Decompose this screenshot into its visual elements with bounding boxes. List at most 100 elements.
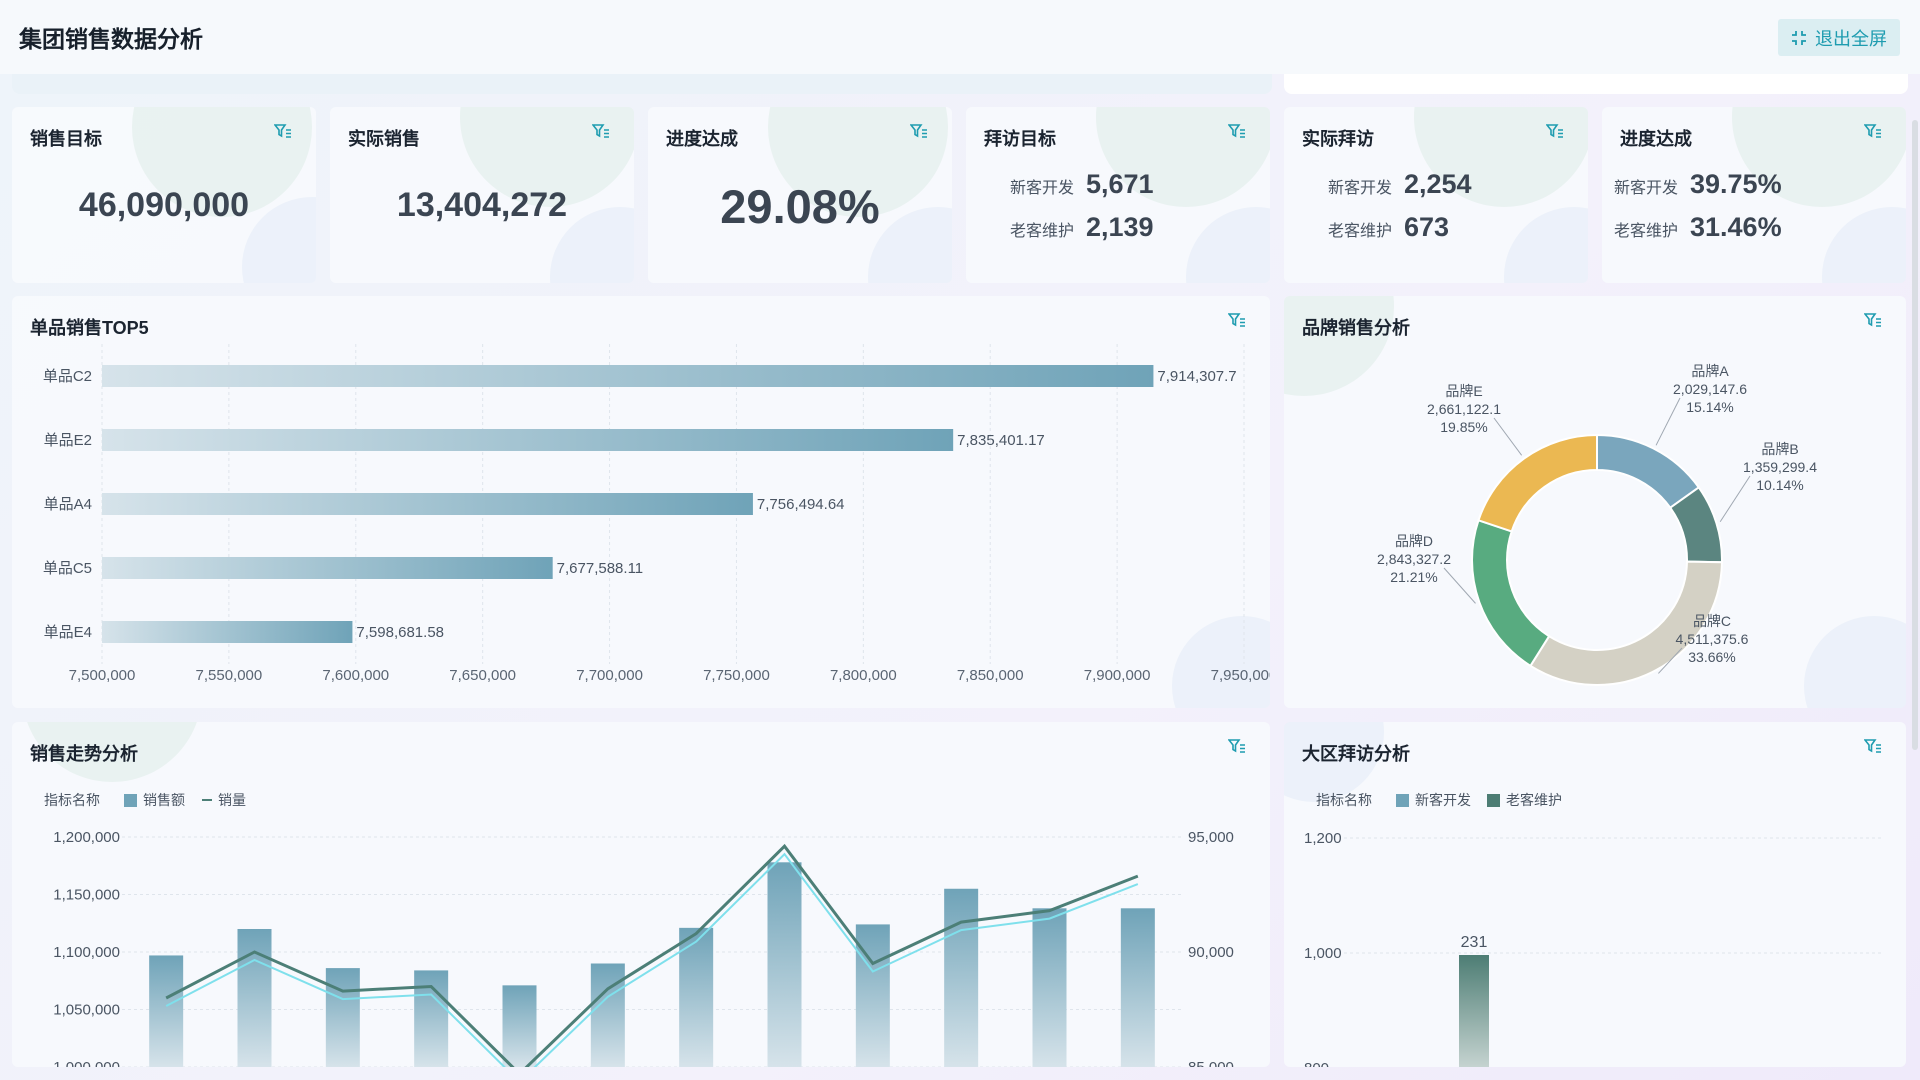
legend-prefix: 指标名称: [44, 792, 100, 808]
panel-title: 大区拜访分析: [1302, 744, 1410, 764]
x-tick-label: 7,850,000: [957, 667, 1024, 684]
x-tick-label: 7,750,000: [703, 667, 770, 684]
kpi-title: 实际销售: [348, 129, 420, 149]
kpi-card-actual-sales: 实际销售 13,404,272: [330, 107, 634, 283]
x-tick-label: 7,700,000: [576, 667, 643, 684]
slice-pct-label: 33.66%: [1688, 649, 1735, 665]
bar: [767, 862, 802, 1067]
legend-label: 老客维护: [1506, 792, 1562, 808]
line-series: [165, 843, 1139, 1067]
line-series-highlight: [165, 852, 1139, 1067]
top-strip-right: [1284, 74, 1908, 94]
bar: [679, 927, 714, 1067]
bar: [149, 955, 184, 1067]
exit-fullscreen-button[interactable]: 退出全屏: [1778, 19, 1900, 56]
kpi-row-value: 39.75%: [1690, 169, 1782, 199]
kpi-row-new: 新客开发 5,671: [994, 169, 1154, 200]
filter-icon[interactable]: [1228, 312, 1246, 330]
leader-line: [1655, 397, 1681, 446]
kpi-row-value: 2,139: [1086, 212, 1154, 242]
bar: [325, 968, 360, 1067]
legend-prefix: 指标名称: [1316, 792, 1372, 808]
filter-icon[interactable]: [1546, 123, 1564, 141]
x-tick-label: 7,900,000: [1084, 667, 1151, 684]
filter-icon[interactable]: [1228, 738, 1246, 756]
filter-icon[interactable]: [274, 123, 292, 141]
filter-icon[interactable]: [1864, 312, 1882, 330]
y-tick-label: 1,200: [1304, 830, 1342, 847]
category-label: 单品E4: [44, 624, 92, 641]
y-right-tick-label: 90,000: [1188, 944, 1234, 961]
filter-icon[interactable]: [592, 123, 610, 141]
slice-name-label: 品牌A: [1691, 363, 1729, 379]
brand-panel: 品牌销售分析 品牌A 2,029,147.6 15.14% 品牌B 1,359,299.…: [1284, 296, 1906, 708]
kpi-row-old: 老客维护 31.46%: [1602, 212, 1782, 243]
slice-name-label: 品牌E: [1445, 383, 1482, 399]
slice-name-label: 品牌B: [1761, 441, 1798, 457]
kpi-row-label: 老客维护: [1613, 223, 1678, 240]
leader-line: [1658, 647, 1683, 674]
filter-icon[interactable]: [1864, 123, 1882, 141]
category-label: 单品C2: [43, 368, 92, 385]
slice-pct-label: 10.14%: [1756, 477, 1803, 493]
category-label: 单品A4: [44, 496, 92, 513]
kpi-card-actual-visits: 实际拜访 新客开发 2,254 老客维护 673: [1284, 107, 1588, 283]
filter-icon[interactable]: [1864, 738, 1882, 756]
x-tick-label: 7,650,000: [449, 667, 516, 684]
data-label: 231: [1461, 934, 1488, 951]
slice-value-label: 2,661,122.1: [1427, 401, 1501, 417]
kpi-card-visit-target: 拜访目标 新客开发 5,671 老客维护 2,139: [966, 107, 1270, 283]
top5-panel: 单品销售TOP5 7,500,000 7,550,000 7,600,000 7,65…: [12, 296, 1270, 708]
data-label: 7,914,307.7: [1157, 368, 1236, 385]
slice-value-label: 4,511,375.6: [1676, 631, 1749, 647]
bar: [1120, 908, 1155, 1067]
kpi-row-value: 5,671: [1086, 169, 1154, 199]
kpi-title: 销售目标: [30, 129, 102, 149]
bar: [102, 557, 553, 579]
kpi-title: 拜访目标: [984, 129, 1056, 149]
y-left-tick-label: 1,150,000: [53, 887, 120, 904]
kpi-row-label: 新客开发: [1613, 180, 1678, 197]
kpi-card-sales-target: 销售目标 46,090,000: [12, 107, 316, 283]
brand-donut-chart: 品牌A 2,029,147.6 15.14% 品牌B 1,359,299.4 10.14%…: [1377, 363, 1817, 686]
legend-swatch: [1396, 794, 1409, 807]
data-label: 7,598,681.58: [356, 624, 444, 641]
panel-title: 单品销售TOP5: [30, 318, 149, 338]
data-label: 7,756,494.64: [757, 496, 845, 513]
y-left-tick-label: 1,050,000: [53, 1002, 120, 1019]
vertical-scrollbar[interactable]: [1912, 120, 1918, 750]
bar: [590, 963, 625, 1067]
region-panel: 大区拜访分析 指标名称 新客开发 老客维护 1,200 1,000 800 231: [1284, 722, 1906, 1067]
kpi-row-new: 新客开发 39.75%: [1602, 169, 1782, 200]
kpi-row-value: 2,254: [1404, 169, 1472, 199]
slice-pct-label: 15.14%: [1686, 399, 1733, 415]
x-tick-label: 7,550,000: [196, 667, 263, 684]
data-label: 7,835,401.17: [957, 432, 1045, 449]
category-label: 单品E2: [44, 432, 92, 449]
y-left-tick-label: 1,200,000: [53, 829, 120, 846]
kpi-row-new: 新客开发 2,254: [1312, 169, 1472, 200]
kpi-title: 实际拜访: [1302, 129, 1374, 149]
bar: [237, 929, 272, 1067]
y-left-tick-label: 1,000,000: [53, 1059, 120, 1067]
x-tick-label: 7,600,000: [322, 667, 389, 684]
leader-line: [1443, 567, 1476, 604]
x-tick-label: 7,950,000: [1211, 667, 1270, 684]
kpi-row-value: 31.46%: [1690, 212, 1782, 242]
x-tick-label: 7,500,000: [69, 667, 136, 684]
leader-line: [1719, 475, 1751, 523]
x-tick-label: 7,800,000: [830, 667, 897, 684]
kpi-card-visit-progress: 进度达成 新客开发 39.75% 老客维护 31.46%: [1602, 107, 1906, 283]
slice-name-label: 品牌C: [1693, 613, 1731, 629]
exit-fullscreen-icon: [1792, 30, 1806, 45]
leader-line: [1493, 417, 1523, 456]
bar: [944, 888, 979, 1067]
kpi-row-label: 新客开发: [1009, 180, 1074, 197]
top-strip-left: [12, 74, 1272, 94]
filter-icon[interactable]: [1228, 123, 1246, 141]
kpi-row-label: 老客维护: [1327, 223, 1392, 240]
kpi-card-progress: 进度达成 29.08%: [648, 107, 952, 283]
y-left-tick-label: 1,100,000: [53, 944, 120, 961]
filter-icon[interactable]: [910, 123, 928, 141]
bar: [102, 621, 353, 643]
